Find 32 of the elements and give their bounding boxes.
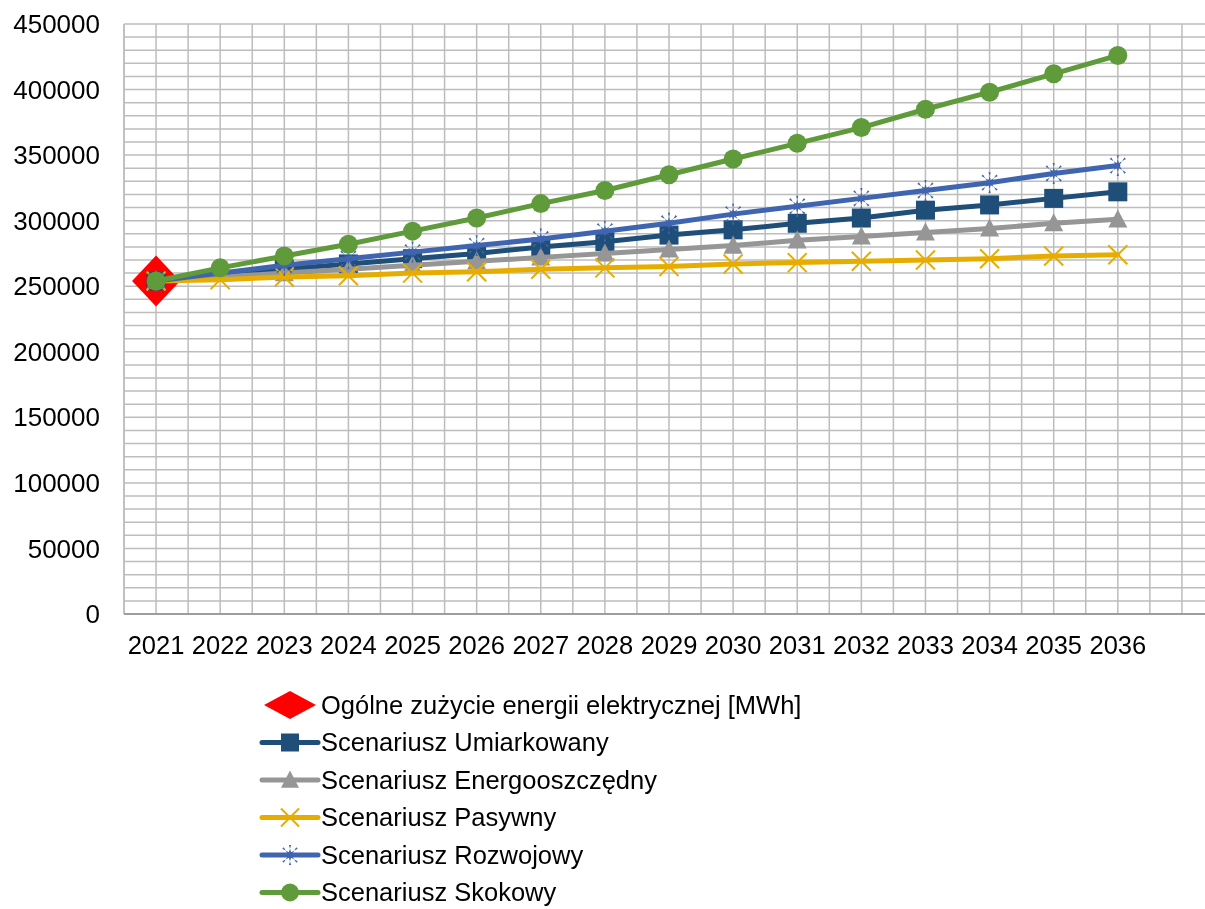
x-tick-label: 2024: [320, 631, 377, 659]
y-tick-label: 300000: [13, 205, 100, 236]
y-tick-label: 450000: [13, 9, 100, 40]
y-tick-label: 400000: [13, 74, 100, 105]
x-tick-label: 2032: [832, 631, 890, 659]
x-tick-label: 2035: [1025, 631, 1083, 659]
x-tick-label: 2025: [384, 631, 441, 659]
legend-label: Scenariusz Rozwojowy: [321, 840, 584, 869]
y-tick-label: 200000: [13, 336, 100, 367]
x-tick-label: 2033: [897, 631, 954, 659]
legend-label: Scenariusz Umiarkowany: [321, 728, 609, 757]
legend-label: Scenariusz Energooszczędny: [321, 765, 658, 794]
x-tick-label: 2031: [768, 631, 826, 659]
x-tick-label: 2029: [640, 631, 698, 659]
y-tick-label: 100000: [13, 467, 100, 498]
x-tick-label: 2034: [961, 631, 1018, 659]
y-tick-label: 50000: [27, 533, 100, 564]
x-tick-label: 2030: [704, 631, 762, 659]
x-tick-label: 2021: [127, 631, 185, 659]
y-tick-label: 150000: [13, 402, 100, 433]
y-tick-label: 350000: [13, 140, 100, 171]
legend-label: Scenariusz Pasywny: [321, 803, 557, 832]
legend-label: Scenariusz Skokowy: [321, 878, 557, 907]
y-tick-label: 0: [85, 599, 100, 630]
legend-label: Ogólne zużycie energii elektrycznej [MWh]: [321, 690, 802, 719]
x-tick-label: 2028: [576, 631, 634, 659]
x-tick-label: 2022: [191, 631, 249, 659]
x-tick-label: 2036: [1089, 631, 1147, 659]
x-tick-label: 2027: [512, 631, 570, 659]
y-tick-label: 250000: [13, 271, 100, 302]
x-tick-label: 2023: [255, 631, 313, 659]
x-tick-label: 2026: [448, 631, 506, 659]
